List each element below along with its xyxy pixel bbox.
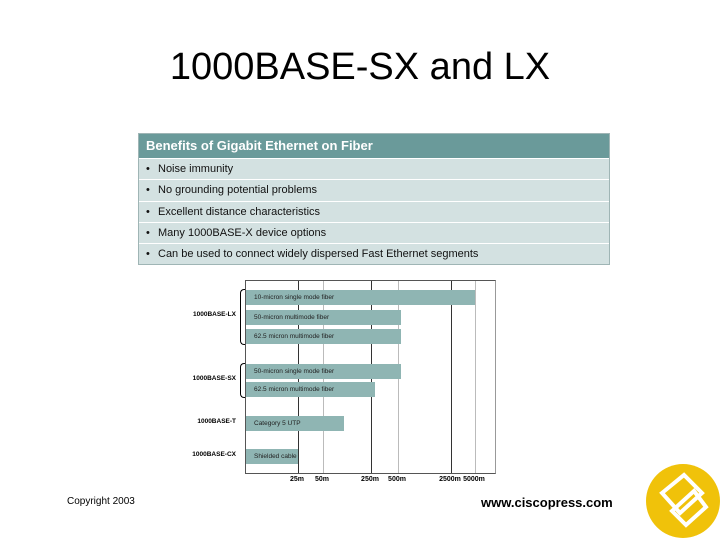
group-label: 1000BASE-T — [197, 417, 236, 425]
benefit-text: Many 1000BASE-X device options — [158, 226, 327, 239]
bullet: • — [146, 184, 150, 197]
tick-label: 25m — [289, 476, 305, 483]
bar: Shielded cable — [246, 449, 298, 464]
tick-label: 50m — [314, 476, 330, 483]
bullet: • — [146, 226, 150, 239]
group-label: 1000BASE-LX — [193, 311, 236, 318]
bullet: • — [146, 163, 150, 175]
gridline — [451, 281, 452, 473]
website-url: www.ciscopress.com — [481, 495, 613, 510]
bar: 62.5 micron multimode fiber — [246, 329, 402, 344]
group-brace — [240, 363, 245, 398]
tick-label: 5000m — [463, 476, 485, 483]
copyright: Copyright 2003 — [67, 496, 135, 507]
bar: Category 5 UTP — [246, 416, 344, 431]
tick-label: 500m — [388, 476, 406, 483]
benefit-item: • Excellent distance characteristics — [139, 200, 609, 222]
benefit-text: No grounding potential problems — [158, 184, 317, 197]
benefits-list: • Noise immunity • No grounding potential p… — [139, 158, 609, 264]
bar: 10-micron single mode fiber — [246, 290, 475, 305]
benefit-item: • Noise immunity — [139, 158, 609, 179]
group-label: 1000BASE-SX — [192, 374, 236, 382]
bar: 62.5 micron multimode fiber — [246, 382, 375, 397]
benefit-item: • Many 1000BASE-X device options — [139, 221, 609, 243]
benefit-item: • No grounding potential problems — [139, 179, 609, 200]
benefits-heading: Benefits of Gigabit Ethernet on Fiber — [139, 134, 609, 158]
bullet: • — [146, 205, 150, 218]
bullet: • — [146, 248, 150, 261]
tick-label: 250m — [361, 476, 379, 483]
benefit-text: Noise immunity — [158, 163, 234, 175]
benefit-text: Can be used to connect widely dispersed … — [158, 248, 479, 261]
gridline — [475, 281, 476, 473]
distance-chart: 10-micron single mode fiber 50-micron mul… — [245, 280, 496, 474]
cisco-press-logo-icon — [646, 464, 720, 538]
bar: 50-micron single mode fiber — [246, 364, 402, 379]
tick-label: 2500m — [439, 476, 461, 483]
slide-title: 1000BASE-SX and LX — [169, 46, 551, 88]
benefit-item: • Can be used to connect widely dispersed… — [139, 243, 609, 264]
bar: 50-micron multimode fiber — [246, 310, 402, 325]
group-brace — [240, 289, 245, 345]
benefits-panel: Benefits of Gigabit Ethernet on Fiber • N… — [138, 133, 610, 265]
group-label: 1000BASE-CX — [192, 450, 236, 458]
benefit-text: Excellent distance characteristics — [158, 205, 321, 218]
